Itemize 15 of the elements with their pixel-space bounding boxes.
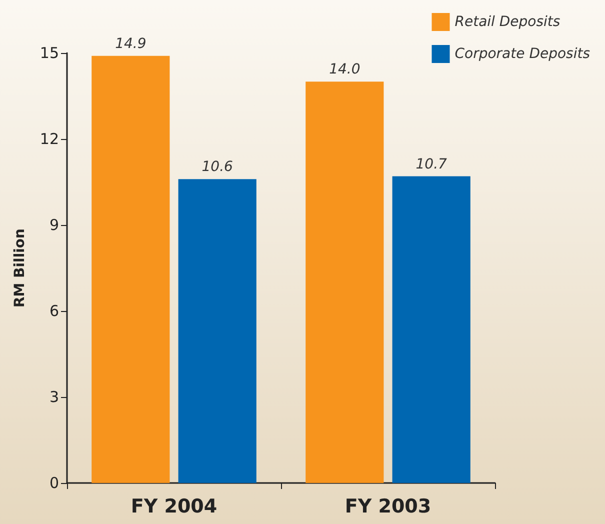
data-label: 10.6: [202, 159, 234, 176]
data-label: 14.0: [329, 62, 360, 78]
y-axis-title: RM Billion: [12, 228, 28, 308]
y-tick-label: 15: [40, 44, 59, 62]
x-tick-label: FY 2004: [130, 496, 218, 518]
y-tick-label: 0: [49, 474, 59, 492]
data-label: 10.7: [416, 156, 448, 172]
y-tick-label: 12: [40, 130, 59, 148]
x-tick-label: FY 2003: [344, 496, 432, 518]
y-tick-label: 3: [49, 388, 59, 406]
legend-label: Retail Deposits: [454, 14, 560, 30]
legend-label: Corporate Deposits: [454, 46, 590, 62]
y-tick-label: 9: [49, 216, 59, 234]
y-tick-label: 6: [49, 302, 59, 320]
data-label: 14.9: [115, 36, 146, 52]
